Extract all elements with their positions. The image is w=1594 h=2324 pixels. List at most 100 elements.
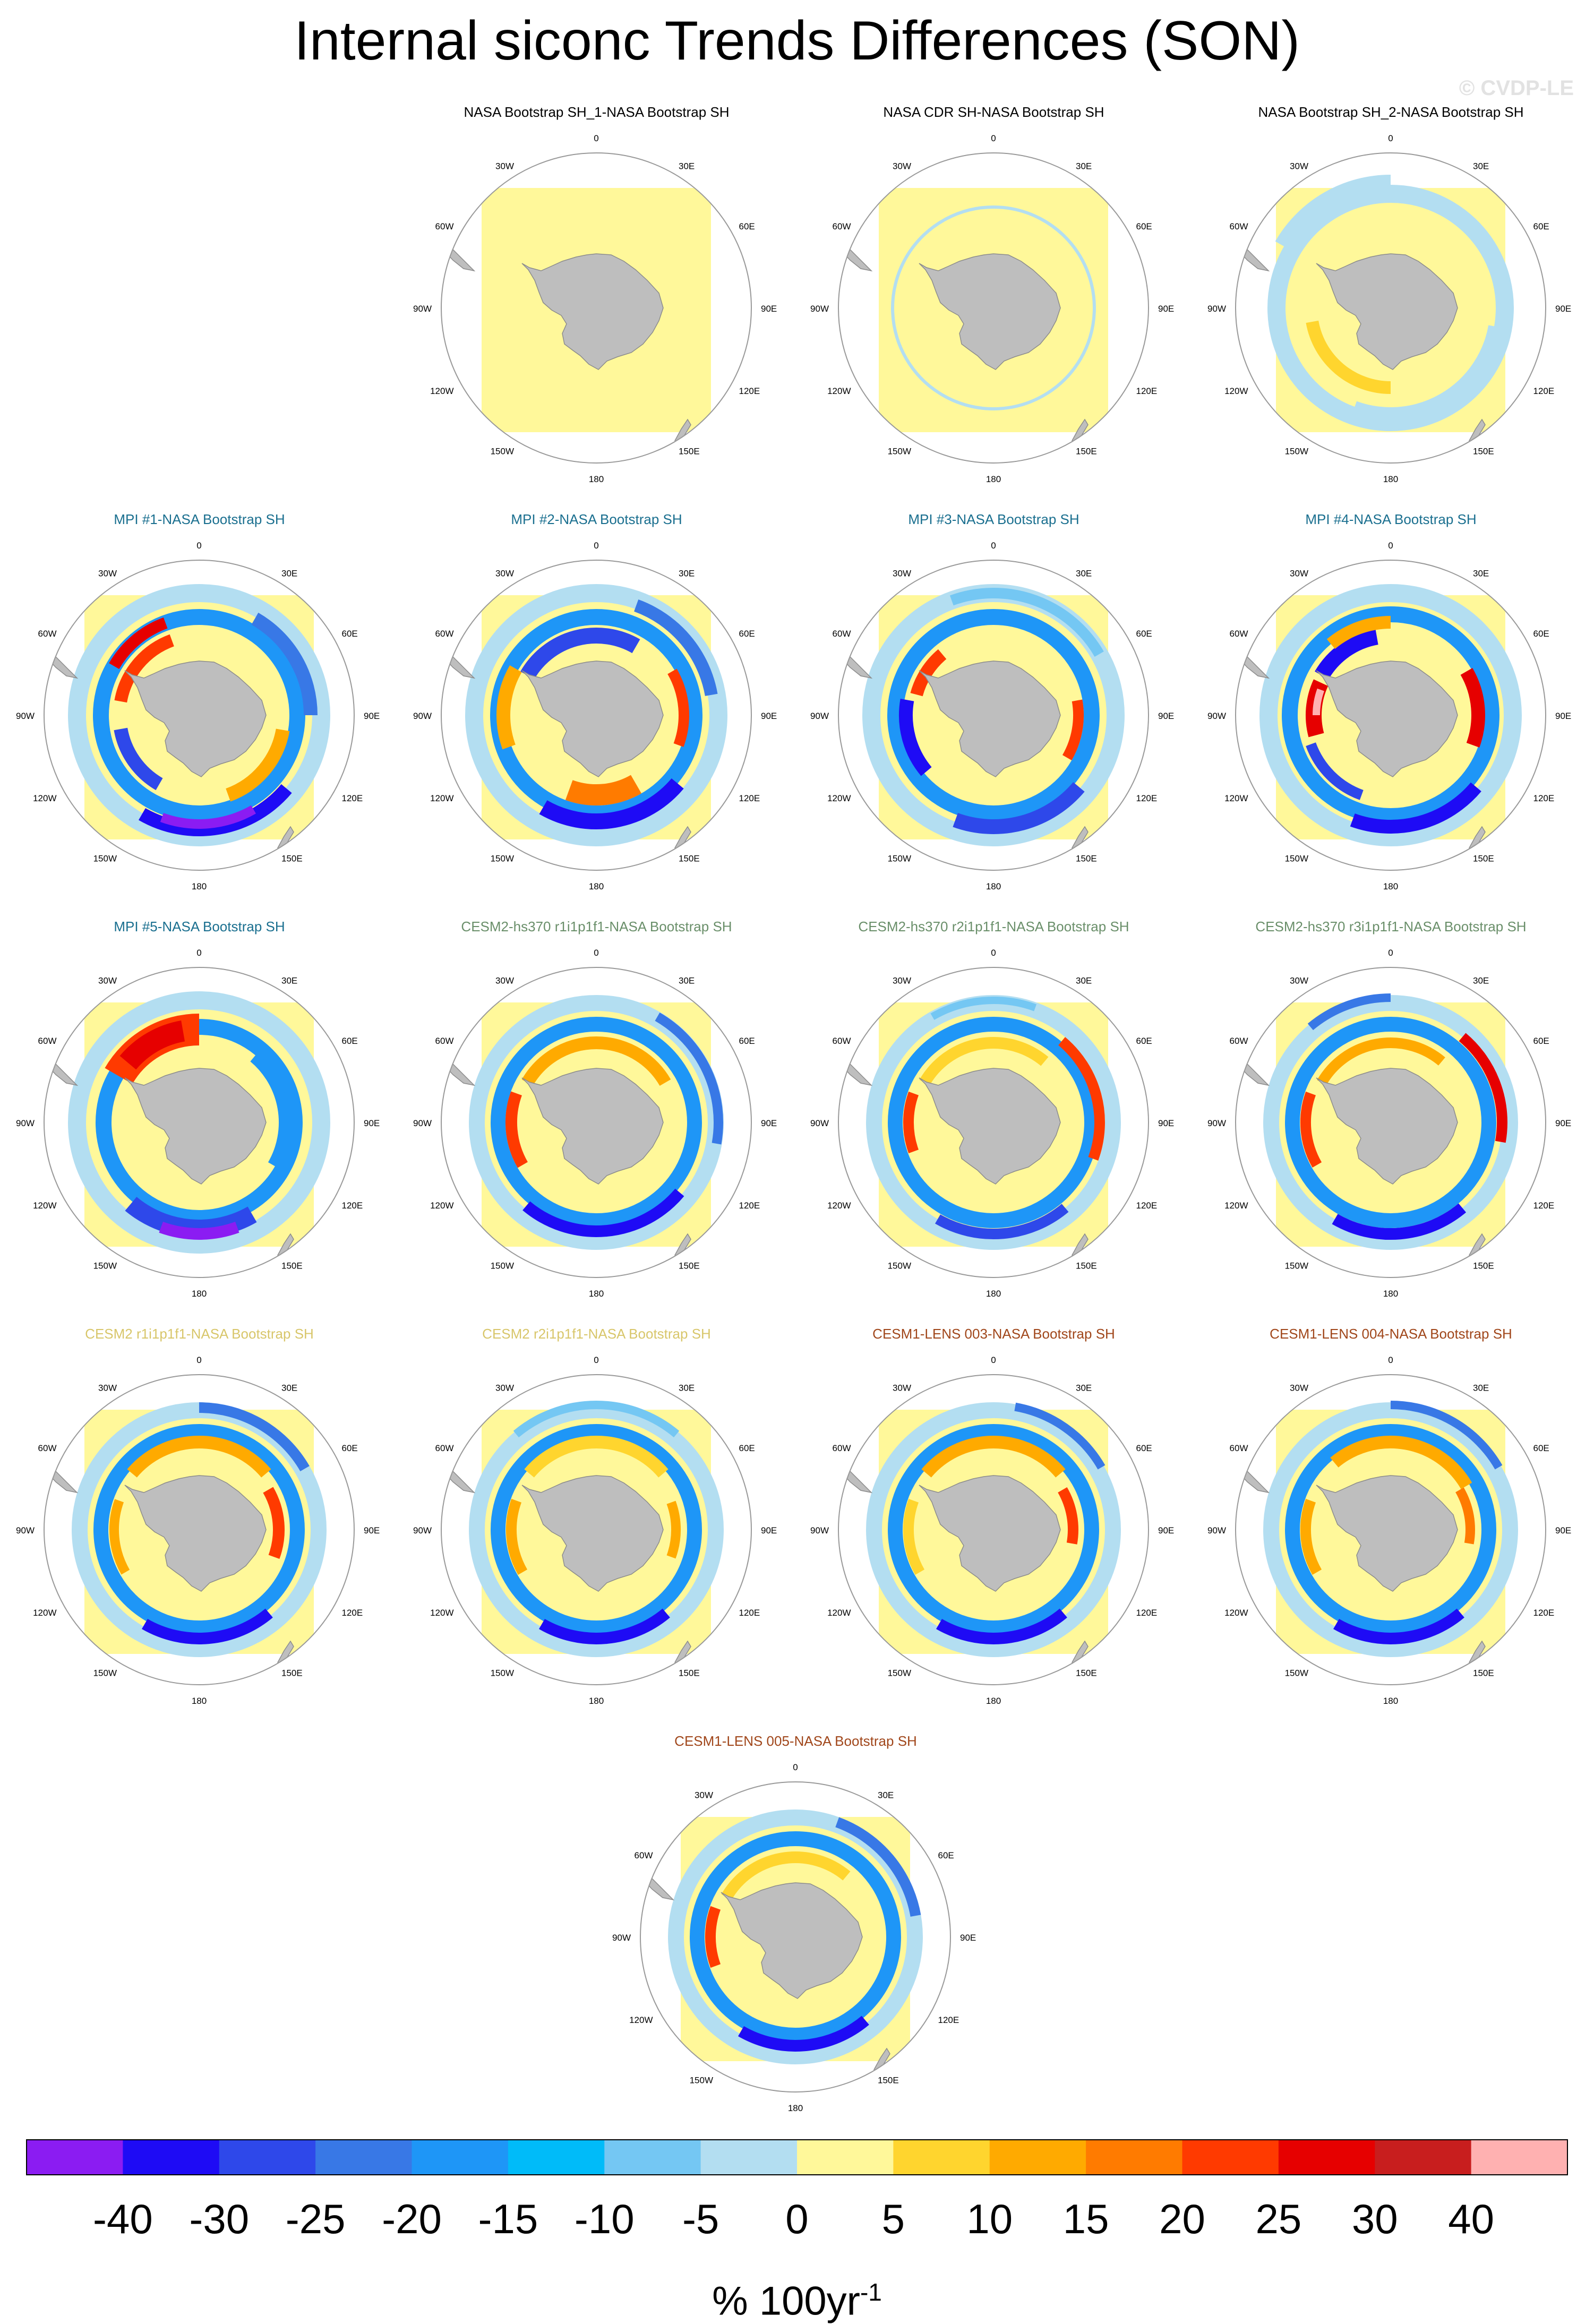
trend-band — [506, 1498, 528, 1575]
polar-map: 0 30E 60E 90E 120E 150E 180 150W 120W 90W 60W 30W — [1207, 133, 1571, 484]
longitude-label: 60E — [1136, 1036, 1152, 1046]
trend-band — [539, 778, 684, 830]
longitude-label: 60W — [833, 1443, 851, 1453]
map-panel: MPI #1-NASA Bootstrap SH 0 30E 60E 90E 120E 15… — [0, 511, 399, 918]
antarctica-landmass — [1316, 1068, 1458, 1185]
map-panel: MPI #2-NASA Bootstrap SH 0 30E 60E 90E 120E 15… — [397, 511, 796, 918]
south-america-landmass — [441, 233, 476, 272]
longitude-label: 30E — [1473, 976, 1489, 986]
longitude-label: 60E — [938, 1850, 954, 1860]
panel-title: CESM2 r1i1p1f1-NASA Bootstrap SH — [85, 1326, 314, 1342]
antarctica-landmass — [1316, 1475, 1458, 1592]
colorbar-tick-label: 15 — [1063, 2196, 1109, 2242]
longitude-label: 120W — [827, 1608, 851, 1618]
polar-map: 0 30E 60E 90E 120E 150E 180 150W 120W 90W 60W 30W — [413, 1355, 777, 1706]
longitude-label: 90W — [413, 1525, 432, 1536]
polar-map: 0 30E 60E 90E 120E 150E 180 150W 120W 90W 60W 30W — [810, 948, 1174, 1299]
longitude-label: 30W — [1290, 976, 1308, 986]
longitude-label: 30E — [1076, 1383, 1092, 1393]
longitude-label: 30W — [495, 569, 514, 579]
trend-band — [565, 775, 641, 806]
colorbar-swatch — [315, 2140, 412, 2175]
trend-band — [919, 1037, 1049, 1086]
colorbar-tick-label: 30 — [1352, 2196, 1398, 2242]
trend-band — [935, 1204, 1069, 1239]
longitude-label: 60W — [38, 629, 57, 639]
longitude-label: 60W — [435, 221, 454, 231]
colorbar-tick-label: 0 — [785, 2196, 808, 2242]
trend-band — [921, 1436, 1066, 1478]
colorbar-swatch — [700, 2140, 798, 2175]
longitude-label: 90W — [413, 304, 432, 314]
trend-band — [1058, 1037, 1105, 1161]
polar-map: 0 30E 60E 90E 120E 150E 180 150W 120W 90W 60W 30W — [1207, 1355, 1571, 1706]
panel-title: MPI #4-NASA Bootstrap SH — [1305, 511, 1477, 527]
polar-map: 0 30E 60E 90E 120E 150E 180 150W 120W 90W 60W 30W — [1207, 541, 1571, 891]
longitude-label: 120W — [33, 793, 56, 803]
longitude-label: 60E — [1136, 629, 1152, 639]
trend-band — [903, 1498, 925, 1575]
antarctica-landmass — [521, 253, 664, 370]
colorbar-tick-label: 40 — [1448, 2196, 1494, 2242]
longitude-label: 120W — [827, 793, 851, 803]
south-america-landmass — [441, 640, 476, 679]
trend-band — [524, 1436, 669, 1478]
trend-band — [68, 991, 330, 1254]
map-panel: CESM2-hs370 r3i1p1f1-NASA Bootstrap SH 0 3… — [1192, 919, 1590, 1325]
longitude-label: 60E — [342, 1036, 358, 1046]
longitude-label: 60W — [435, 629, 454, 639]
longitude-label: 60W — [38, 1036, 57, 1046]
longitude-label: 150E — [1473, 1261, 1494, 1271]
longitude-label: 60E — [1533, 221, 1549, 231]
longitude-label: 180 — [1383, 1696, 1398, 1706]
map-panel: MPI #3-NASA Bootstrap SH 0 30E 60E 90E 120E 15… — [794, 511, 1193, 918]
longitude-label: 180 — [589, 1289, 604, 1299]
longitude-label: 60W — [435, 1036, 454, 1046]
colorbar: -40 -30 -25 -20 -15 -10 -5 0 5 10 15 20 25 30 40 — [26, 2139, 1568, 2242]
trend-band — [1267, 185, 1514, 431]
antarctica-landmass — [1316, 253, 1458, 370]
panel-title: CESM2-hs370 r2i1p1f1-NASA Bootstrap SH — [858, 919, 1129, 934]
longitude-label: 180 — [788, 2103, 803, 2113]
longitude-label: 150E — [1076, 1668, 1097, 1678]
longitude-label: 30W — [98, 569, 117, 579]
trend-band — [199, 1402, 310, 1472]
trend-band — [1058, 1487, 1078, 1545]
longitude-label: 150W — [690, 2076, 713, 2086]
trend-band — [114, 727, 163, 791]
trend-band — [496, 665, 522, 750]
trend-band — [738, 2016, 869, 2052]
panel-title: NASA Bootstrap SH_2-NASA Bootstrap SH — [1258, 104, 1524, 120]
longitude-label: 150W — [1285, 447, 1308, 457]
longitude-label: 60E — [739, 1443, 755, 1453]
map-panel: NASA CDR SH-NASA Bootstrap SH 0 30E 60E 90E 1… — [794, 104, 1193, 511]
longitude-label: 30E — [878, 1790, 894, 1800]
longitude-label: 120E — [739, 1608, 760, 1618]
trend-band — [667, 668, 689, 747]
polar-map: 0 30E 60E 90E 120E 150E 180 150W 120W 90W 60W 30W — [810, 1355, 1174, 1706]
longitude-label: 60E — [1136, 1443, 1152, 1453]
longitude-label: 150W — [888, 854, 911, 864]
trend-band — [491, 1017, 702, 1228]
colorbar-swatch — [219, 2140, 316, 2175]
trend-band — [1312, 688, 1325, 716]
longitude-label: 0 — [1388, 133, 1393, 143]
antarctica-landmass — [521, 661, 664, 777]
longitude-label: 30W — [1290, 1383, 1308, 1393]
trend-band — [1285, 1424, 1496, 1635]
map-panel: MPI #5-NASA Bootstrap SH 0 30E 60E 90E 120E 15… — [0, 919, 399, 1325]
longitude-label: 0 — [196, 948, 201, 958]
longitude-label: 30W — [695, 1790, 713, 1800]
trend-band — [1326, 615, 1391, 649]
colorbar-swatch — [1471, 2140, 1568, 2175]
longitude-label: 30W — [1290, 569, 1308, 579]
colorbar-swatch — [989, 2140, 1086, 2175]
longitude-label: 30E — [281, 1383, 297, 1393]
longitude-label: 90E — [1555, 304, 1571, 314]
panel-title: CESM2-hs370 r3i1p1f1-NASA Bootstrap SH — [1255, 919, 1527, 934]
longitude-label: 120E — [1136, 1200, 1158, 1211]
polar-map: 0 30E 60E 90E 120E 150E 180 150W 120W 90W 60W 30W — [1207, 948, 1571, 1299]
map-panel: CESM1-LENS 003-NASA Bootstrap SH 0 30E 60E 9… — [794, 1326, 1193, 1733]
map-panel: CESM2 r2i1p1f1-NASA Bootstrap SH 0 30E 60E 9… — [397, 1326, 796, 1733]
longitude-label: 90W — [413, 711, 432, 721]
